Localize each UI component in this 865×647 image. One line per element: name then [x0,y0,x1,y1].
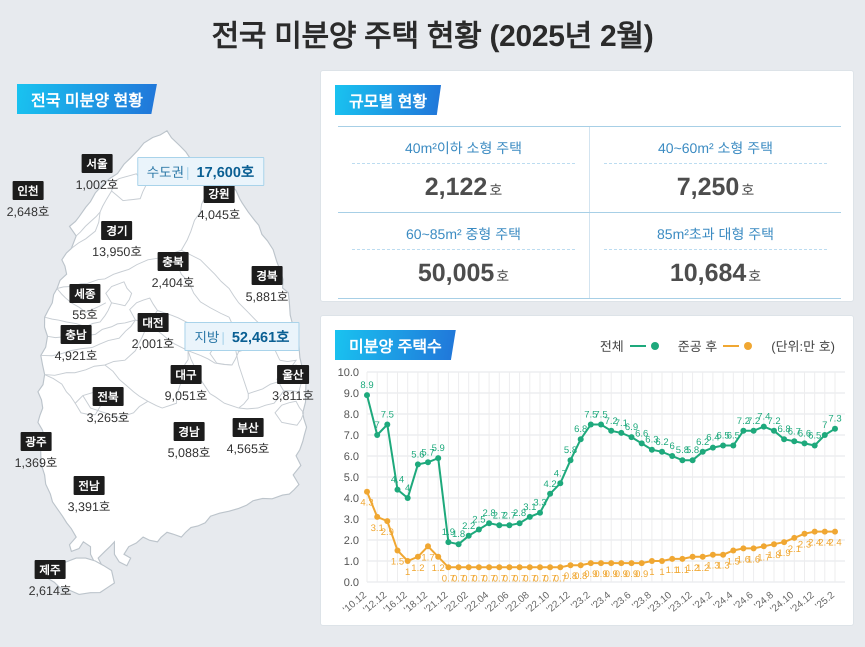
svg-text:5.8: 5.8 [564,445,577,456]
svg-text:4: 4 [405,483,410,494]
svg-text:7.5: 7.5 [381,410,394,421]
svg-text:'24.12: '24.12 [789,590,817,616]
svg-text:'23.4: '23.4 [590,590,614,612]
svg-text:7.3: 7.3 [828,414,841,425]
svg-text:'24.2: '24.2 [691,590,715,612]
svg-text:7: 7 [822,420,827,431]
svg-text:7: 7 [375,420,380,431]
svg-text:9.0: 9.0 [344,388,359,400]
svg-text:1.5: 1.5 [391,557,404,568]
svg-text:0.0: 0.0 [344,577,359,589]
svg-text:8.0: 8.0 [344,409,359,421]
svg-text:3.0: 3.0 [344,514,359,526]
svg-text:10.0: 10.0 [338,367,359,379]
svg-text:4.0: 4.0 [344,493,359,505]
svg-text:1.2: 1.2 [432,563,445,574]
svg-text:1.0: 1.0 [344,556,359,568]
svg-text:0.9: 0.9 [635,569,648,580]
svg-text:2.0: 2.0 [344,535,359,547]
svg-text:1.7: 1.7 [421,552,434,563]
svg-text:2.9: 2.9 [381,527,394,538]
svg-text:1: 1 [659,567,664,578]
svg-text:1.2: 1.2 [411,563,424,574]
svg-text:6: 6 [670,441,675,452]
svg-text:'25.2: '25.2 [813,590,837,612]
svg-text:4.2: 4.2 [543,479,556,490]
svg-text:6.0: 6.0 [344,451,359,463]
svg-text:3.3: 3.3 [533,498,546,509]
svg-text:1: 1 [649,567,654,578]
svg-text:'23.2: '23.2 [569,590,593,612]
svg-text:8.9: 8.9 [360,380,373,391]
svg-text:4.4: 4.4 [391,475,404,486]
svg-text:5.9: 5.9 [432,443,445,454]
svg-text:2.4: 2.4 [828,538,841,549]
svg-text:'23.6: '23.6 [610,590,634,612]
svg-text:'24.6: '24.6 [732,590,756,612]
svg-text:6.5: 6.5 [808,431,821,442]
svg-text:4.3: 4.3 [360,498,373,509]
svg-text:7.0: 7.0 [344,430,359,442]
svg-text:'23.12: '23.12 [667,590,695,616]
svg-text:6.2: 6.2 [655,437,668,448]
svg-text:4.7: 4.7 [554,468,567,479]
svg-text:'22.12: '22.12 [545,590,573,616]
svg-text:5.0: 5.0 [344,472,359,484]
svg-text:6.5: 6.5 [727,431,740,442]
svg-text:1: 1 [405,567,410,578]
svg-text:6.8: 6.8 [574,424,587,435]
svg-text:'24.4: '24.4 [712,590,736,612]
